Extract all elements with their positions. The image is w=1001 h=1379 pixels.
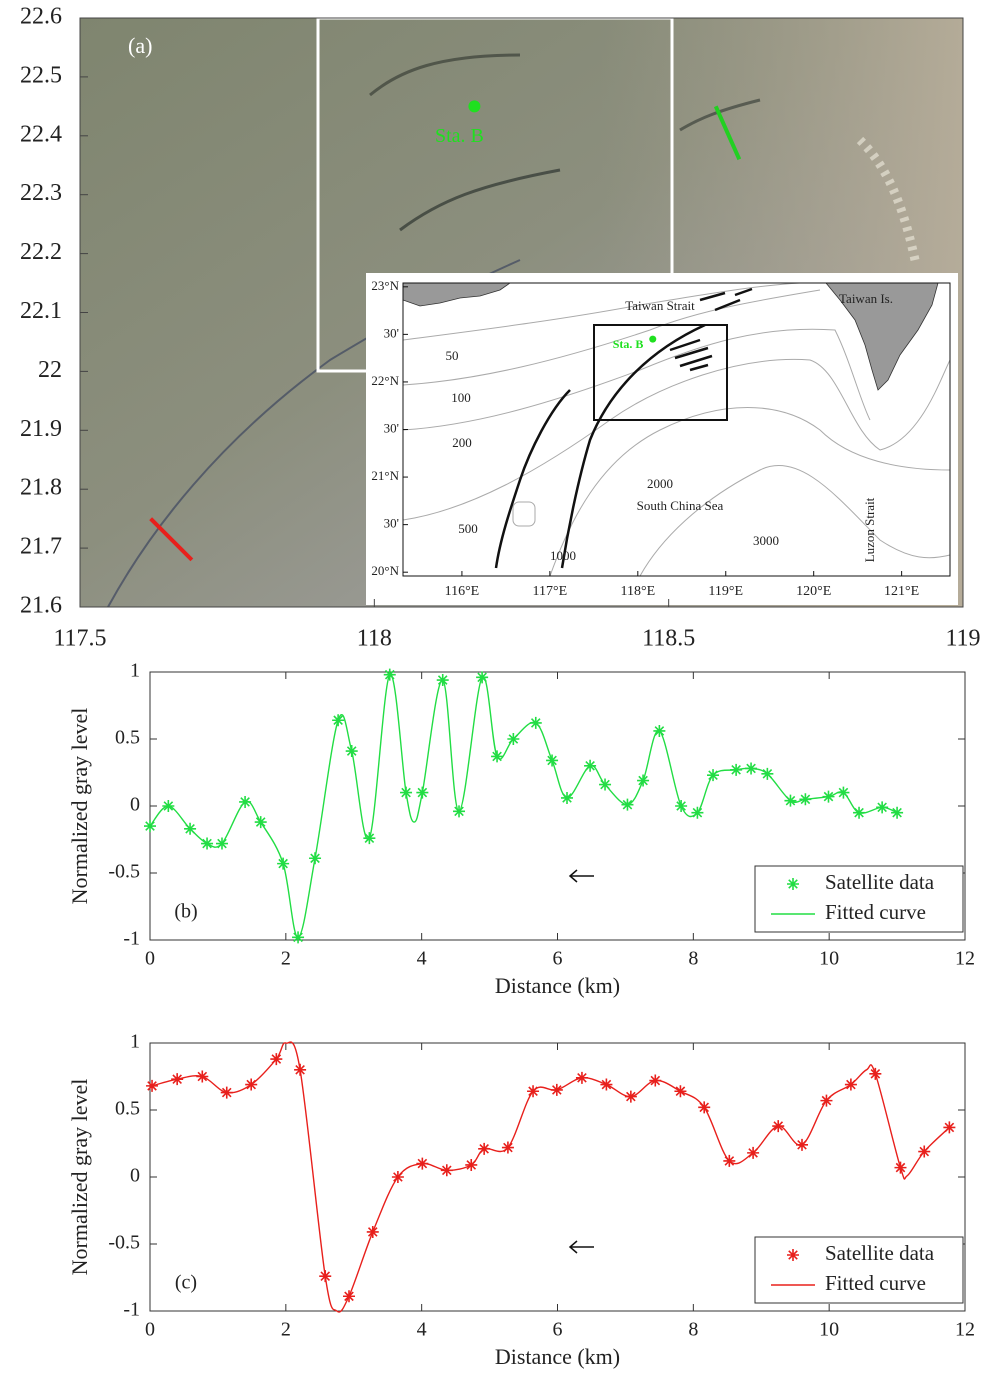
place-label: Luzon Strait [862, 497, 877, 562]
legend-marker [787, 1249, 799, 1261]
inset-y-tick-label: 20°N [371, 563, 399, 578]
inset-map: Taiwan Strait Taiwan Is. South China Sea… [366, 273, 958, 605]
x-tick-label: 6 [553, 948, 563, 970]
inset-x-tick-label: 116°E [445, 584, 480, 599]
x-tick-label: 12 [955, 1319, 975, 1341]
y-tick-label: 0.5 [115, 1098, 140, 1120]
y-tick-label: 22.5 [20, 62, 62, 88]
x-tick-label: 2 [281, 1319, 291, 1341]
contour-label: 1000 [550, 548, 576, 563]
inset-y-tick-label: 30' [384, 420, 399, 435]
y-axis-title: Normalized gray level [67, 1079, 92, 1276]
inset-x-tick-label: 119°E [708, 584, 743, 599]
y-tick-label: 21.6 [20, 593, 62, 619]
inset-y-tick-label: 22°N [371, 373, 399, 388]
y-tick-label: -1 [123, 928, 140, 950]
y-tick-label: 22.1 [20, 298, 62, 324]
legend-box [754, 1236, 964, 1304]
inset-y-tick-label: 30' [384, 325, 399, 340]
x-tick-label: 10 [819, 1319, 839, 1341]
x-tick-label: 119 [945, 626, 980, 652]
x-tick-label: 4 [417, 948, 427, 970]
place-label: South China Sea [637, 498, 724, 513]
y-tick-label: 0.5 [115, 727, 140, 749]
y-tick-label: 22.6 [20, 4, 62, 30]
x-tick-label: 12 [955, 948, 975, 970]
transect [713, 105, 742, 161]
transect [149, 517, 194, 562]
legend-label: Satellite data [825, 1241, 935, 1265]
station-label: Sta. B [435, 125, 484, 147]
y-tick-label: -0.5 [108, 861, 140, 883]
inset-x-tick-label: 118°E [620, 584, 655, 599]
y-tick-label: 0 [130, 794, 140, 816]
inset-y-tick-label: 30' [384, 516, 399, 531]
legend-label: Satellite data [825, 870, 935, 894]
x-tick-label: 118 [357, 626, 392, 652]
x-axis-title: Distance (km) [495, 973, 620, 998]
panel-label: (a) [128, 33, 152, 58]
y-tick-label: 0 [130, 1165, 140, 1187]
inset-station-label: Sta. B [613, 337, 644, 351]
x-tick-label: 0 [145, 948, 155, 970]
x-tick-label: 4 [417, 1319, 427, 1341]
contour-label: 3000 [753, 533, 779, 548]
place-label: Taiwan Strait [625, 298, 695, 313]
y-tick-label: 22.4 [20, 121, 62, 147]
panel-label: (c) [175, 1272, 197, 1294]
x-tick-label: 6 [553, 1319, 563, 1341]
station [468, 100, 481, 113]
contour-label: 500 [458, 521, 478, 536]
x-axis-title: Distance (km) [495, 1344, 620, 1369]
inset-x-tick-label: 120°E [796, 584, 831, 599]
inset-y-tick-label: 21°N [371, 468, 399, 483]
panel-label: (b) [174, 901, 197, 923]
inset-station [649, 335, 657, 343]
inset-x-tick-label: 117°E [533, 584, 568, 599]
place-label: Taiwan Is. [839, 291, 893, 306]
y-tick-label: -1 [123, 1299, 140, 1321]
y-tick-label: 21.8 [20, 475, 62, 501]
x-tick-label: 117.5 [53, 626, 106, 652]
fitted-curve [151, 1041, 950, 1313]
x-tick-label: 118.5 [642, 626, 695, 652]
y-tick-label: 1 [130, 660, 140, 682]
inset-y-tick-label: 23°N [371, 278, 399, 293]
inset-x-tick-label: 121°E [884, 584, 919, 599]
x-tick-label: 8 [688, 948, 698, 970]
y-tick-label: 1 [130, 1031, 140, 1053]
direction-arrow [568, 869, 594, 1254]
legend-box [754, 865, 964, 933]
x-tick-label: 0 [145, 1319, 155, 1341]
fitted-curve [149, 673, 898, 939]
y-axis-title: Normalized gray level [67, 708, 92, 905]
x-tick-label: 8 [688, 1319, 698, 1341]
y-tick-label: 22.2 [20, 239, 62, 265]
contour-label: 100 [451, 390, 471, 405]
y-tick-label: -0.5 [108, 1232, 140, 1254]
y-tick-label: 22 [38, 357, 62, 383]
contour-label: 200 [452, 435, 472, 450]
y-tick-label: 21.9 [20, 416, 62, 442]
legend-marker [787, 878, 799, 890]
x-tick-label: 10 [819, 948, 839, 970]
contour-label: 2000 [647, 476, 673, 491]
y-tick-label: 22.3 [20, 180, 62, 206]
contour-label: 50 [446, 348, 459, 363]
legend-label: Fitted curve [825, 900, 926, 924]
y-tick-label: 21.7 [20, 534, 62, 560]
legend-label: Fitted curve [825, 1271, 926, 1295]
x-tick-label: 2 [281, 948, 291, 970]
